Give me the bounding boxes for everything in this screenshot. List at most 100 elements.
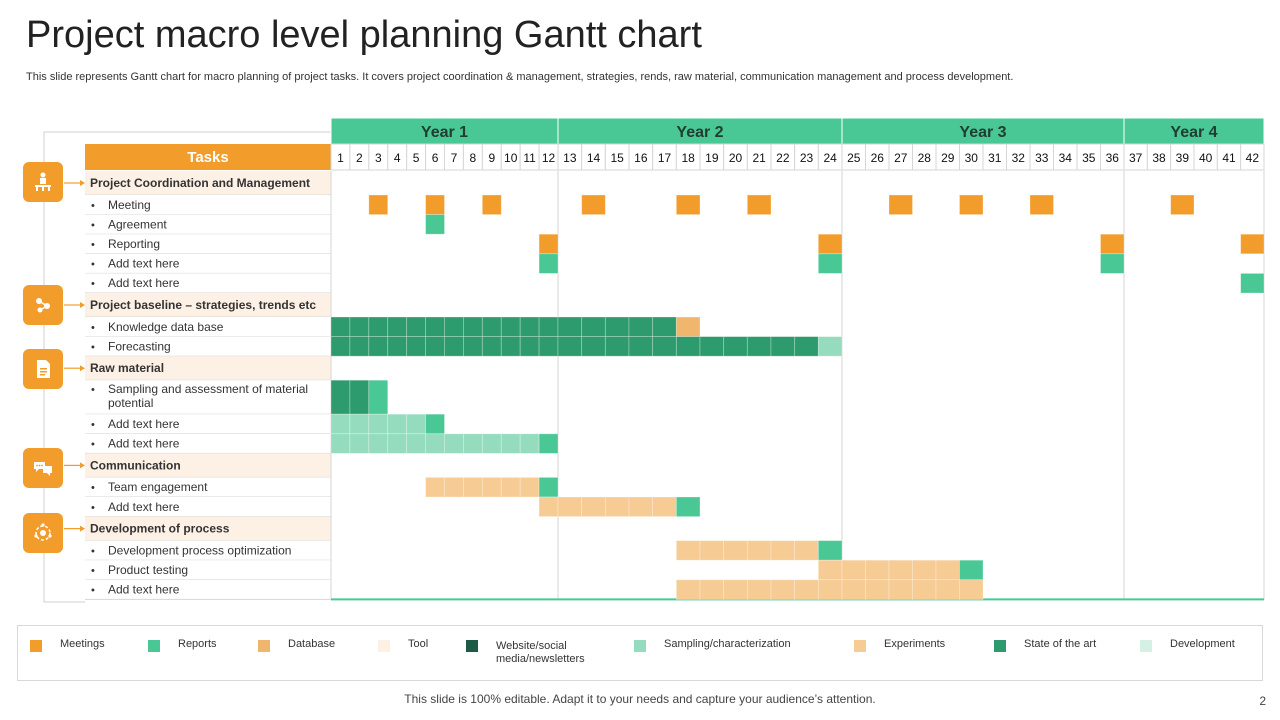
gantt-bar-experiments: [817, 559, 843, 581]
gantt-bar-state-of-art: [538, 316, 559, 338]
period-label: 9: [488, 151, 495, 165]
document-icon: [23, 349, 63, 389]
gantt-bar-sampling: [500, 433, 521, 454]
gantt-bar-meetings: [425, 194, 445, 216]
period-label: 8: [470, 151, 477, 165]
gantt-bar-meetings: [368, 194, 389, 216]
task-row-label: Add text here: [108, 417, 180, 431]
gantt-bar-sampling: [519, 433, 540, 454]
gantt-bar-state-of-art: [581, 316, 606, 338]
gantt-bar-experiments: [865, 579, 890, 600]
task-row-label: Product testing: [108, 563, 188, 577]
period-label: 35: [1082, 151, 1096, 165]
period-label: 27: [894, 151, 908, 165]
group-arrow-head: [80, 365, 85, 372]
gantt-bar-experiments: [500, 476, 521, 498]
legend-swatch: [30, 640, 42, 652]
gantt-bar-state-of-art: [368, 336, 389, 357]
gantt-bar-experiments: [557, 496, 583, 518]
task-row-label: Team engagement: [108, 480, 208, 494]
period-label: 21: [752, 151, 766, 165]
gantt-bar-experiments: [675, 579, 701, 600]
period-label: 16: [634, 151, 648, 165]
gantt-bar-state-of-art: [349, 336, 370, 357]
gantt-bar-sampling: [368, 433, 389, 454]
year-label: Year 1: [421, 124, 468, 141]
period-label: 5: [413, 151, 420, 165]
bullet: •: [91, 341, 95, 353]
gantt-bar-experiments: [699, 540, 725, 561]
gantt-bar-state-of-art: [463, 336, 483, 357]
legend-swatch: [634, 640, 646, 652]
bullet: •: [91, 419, 95, 431]
gantt-bar-reports: [1240, 272, 1265, 294]
bullet: •: [91, 219, 95, 231]
gantt-bar-meetings: [888, 194, 913, 216]
task-row-label: Add text here: [108, 583, 180, 597]
period-label: 7: [451, 151, 458, 165]
group-row-label: Project baseline – strategies, trends et…: [90, 298, 316, 312]
gantt-bar-experiments: [723, 579, 748, 600]
gantt-bar-experiments: [425, 476, 445, 498]
period-label: 30: [965, 151, 979, 165]
gantt-bar-experiments: [935, 559, 960, 581]
gantt-bar-state-of-art: [604, 316, 630, 338]
gantt-bar-state-of-art: [463, 316, 483, 338]
gantt-bar-sampling: [425, 433, 445, 454]
period-label: 24: [823, 151, 837, 165]
legend-label: Experiments: [884, 638, 946, 650]
gantt-bar-state-of-art: [500, 316, 521, 338]
gantt-bar-state-of-art: [481, 336, 502, 357]
gantt-bar-database: [675, 316, 701, 338]
bullet: •: [91, 322, 95, 334]
gantt-bar-experiments: [581, 496, 606, 518]
period-label: 1: [337, 151, 344, 165]
gantt-bar-sampling: [330, 433, 351, 454]
gantt-bar-state-of-art: [481, 316, 502, 338]
task-row-bg: [85, 477, 331, 497]
group-arrow-head: [80, 525, 85, 532]
task-row-label: Agreement: [108, 217, 167, 231]
period-label: 13: [563, 151, 577, 165]
gantt-bar-reports: [538, 433, 559, 454]
gantt-bar-reports: [538, 476, 559, 498]
gantt-bar-state-of-art: [387, 336, 408, 357]
period-label: 18: [681, 151, 695, 165]
gear-cycle-icon: [23, 513, 63, 553]
task-row-bg: [85, 497, 331, 517]
period-label: 41: [1222, 151, 1236, 165]
gantt-bar-experiments: [519, 476, 540, 498]
gantt-bar-experiments: [723, 540, 748, 561]
period-label: 19: [705, 151, 719, 165]
gantt-bar-sampling: [481, 433, 502, 454]
period-label: 20: [729, 151, 743, 165]
gantt-bar-experiments: [746, 579, 772, 600]
gantt-bar-experiments: [935, 579, 960, 600]
task-row-bg: [85, 579, 331, 600]
bullet: •: [91, 384, 95, 396]
gantt-bar-state-of-art: [581, 336, 606, 357]
bullet: •: [91, 278, 95, 290]
gantt-bar-state-of-art: [675, 336, 701, 357]
gantt-bar-meetings: [1240, 233, 1265, 255]
gantt-bar-state-of-art: [330, 316, 351, 338]
chart-legend: Meetings Reports Database Tool Website/socia…: [17, 625, 1263, 681]
task-row-bg: [85, 560, 331, 580]
gantt-bar-experiments: [770, 579, 796, 600]
gantt-bar-sampling: [817, 336, 843, 357]
bullet: •: [91, 565, 95, 577]
bullet: •: [91, 482, 95, 494]
bullet: •: [91, 439, 95, 451]
period-label: 25: [847, 151, 861, 165]
gantt-bar-state-of-art: [538, 336, 559, 357]
period-label: 39: [1176, 151, 1190, 165]
presenter-icon: [23, 162, 63, 202]
group-row-bg: [85, 356, 331, 381]
task-row-bg: [85, 540, 331, 561]
task-row-label: Development process optimization: [108, 543, 291, 557]
gantt-bar-meetings: [746, 194, 772, 216]
task-row-bg: [85, 195, 331, 215]
task-row-label: Meeting: [108, 198, 151, 212]
group-row-label: Raw material: [90, 361, 164, 375]
task-row-label: Add text here: [108, 500, 180, 514]
